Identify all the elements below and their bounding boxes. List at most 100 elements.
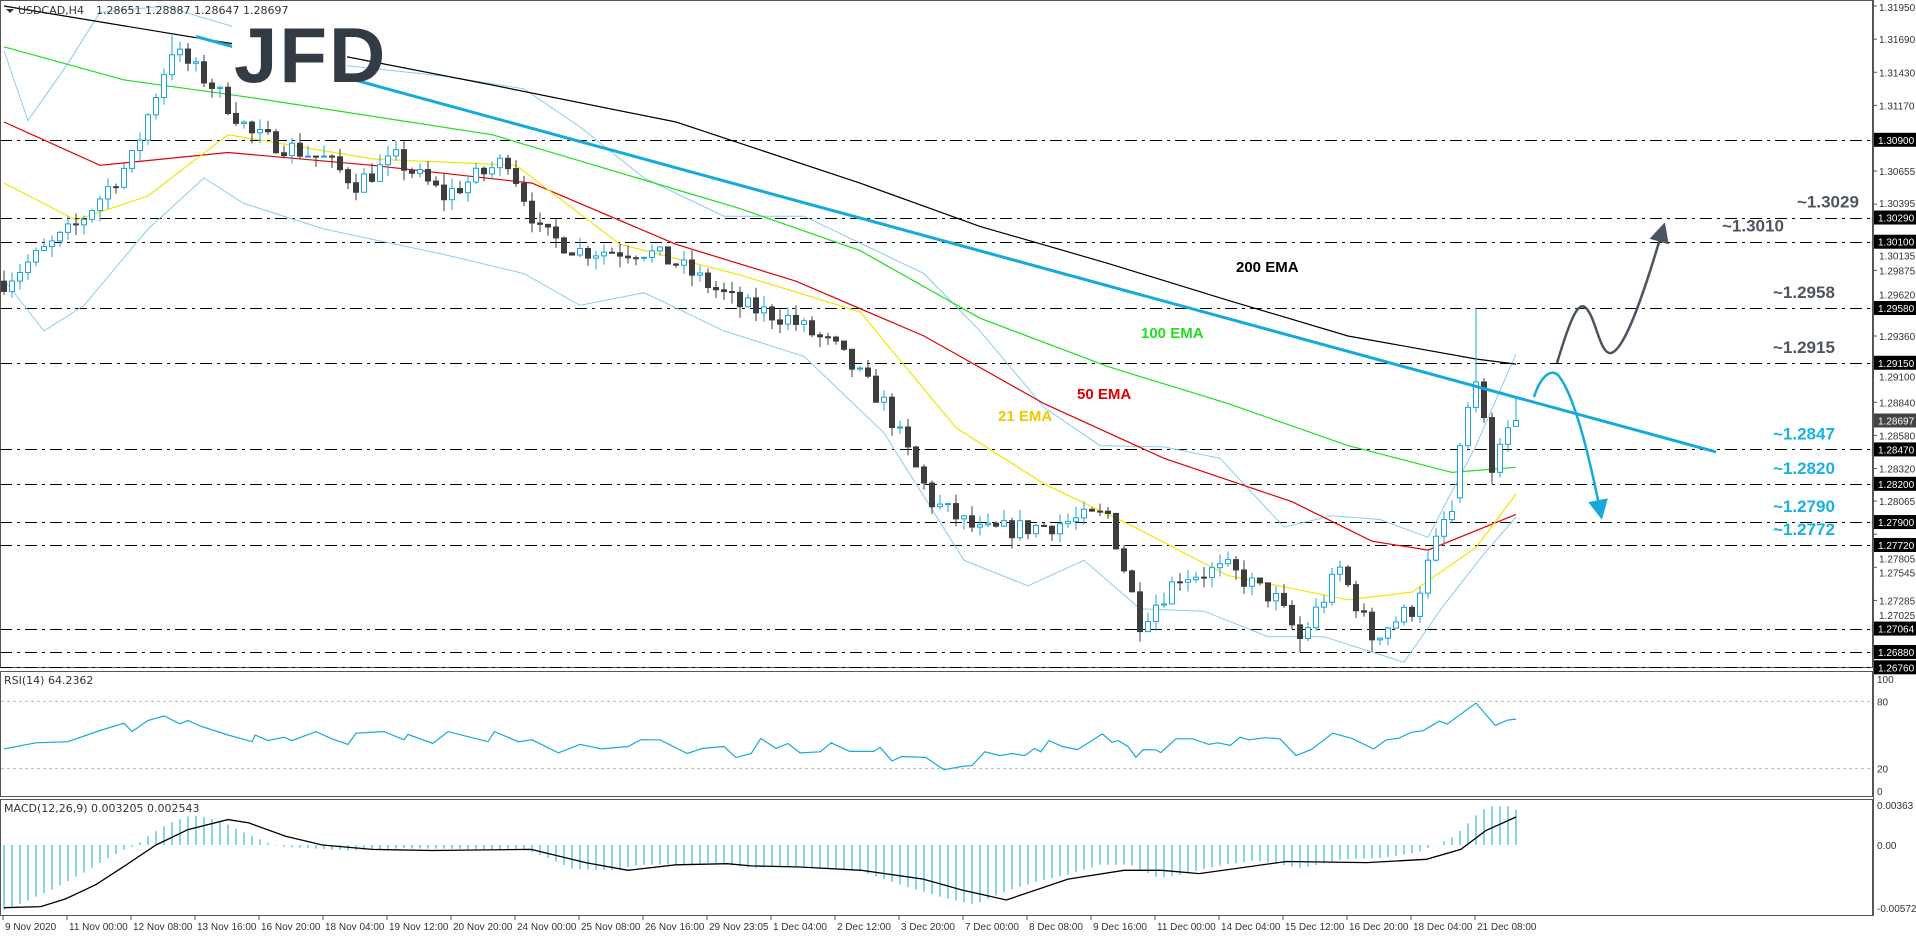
candle-body (1145, 621, 1151, 633)
candle-body (833, 336, 839, 342)
candle-body (81, 218, 87, 226)
candle-body (385, 155, 391, 166)
candle-body (1025, 520, 1031, 535)
candle-body (1401, 606, 1407, 623)
ema-line-200 (3, 5, 1517, 365)
candle (1233, 555, 1239, 580)
candle (1041, 522, 1047, 527)
candle (849, 348, 855, 378)
candle (417, 163, 423, 178)
candle-body (1121, 548, 1127, 572)
candle (1257, 577, 1263, 586)
candle-body (1097, 510, 1103, 513)
candle (937, 494, 943, 510)
candle-body (537, 222, 543, 225)
current-price-label: 1.28697 (1878, 416, 1915, 427)
candle (1217, 554, 1223, 577)
candle-body (1129, 570, 1135, 593)
candle (1113, 512, 1119, 550)
candle (737, 286, 743, 318)
candle (449, 178, 455, 211)
price-tick-label: 1.28840 (1879, 398, 1916, 409)
candle-body (1017, 520, 1023, 539)
ema-label: 50 EMA (1077, 386, 1131, 403)
candle (1513, 396, 1519, 427)
macd-label: MACD(12,26,9) 0.003205 0.002543 (4, 802, 200, 815)
candle-body (729, 291, 735, 294)
rsi-axis-label: 20 (1877, 765, 1889, 776)
candle (177, 41, 183, 63)
candle (665, 246, 671, 265)
candle-body (601, 251, 607, 257)
candle (745, 293, 751, 308)
candle (1281, 584, 1287, 608)
candle (545, 223, 551, 236)
time-label: 19 Nov 12:00 (389, 922, 449, 933)
candle-body (1049, 525, 1055, 535)
candle-body (241, 121, 247, 124)
candle-body (1169, 581, 1175, 605)
candle-body (425, 168, 431, 182)
candle (121, 163, 127, 190)
candle-body (49, 240, 55, 248)
candle-body (481, 167, 487, 175)
candle-body (993, 522, 999, 527)
level-price-box (1874, 476, 1916, 491)
candle (225, 82, 231, 116)
candle (1305, 621, 1311, 642)
time-label: 13 Nov 16:00 (197, 922, 257, 933)
macd-axis-label: 0.00 (1877, 841, 1897, 852)
candle-body (889, 396, 895, 428)
time-label: 18 Nov 04:00 (325, 922, 385, 933)
candle (713, 281, 719, 299)
candle-body (1449, 511, 1455, 521)
candle (1457, 443, 1463, 503)
candle (1249, 572, 1255, 596)
candle-body (289, 142, 295, 157)
candle (345, 167, 351, 190)
candle (329, 153, 335, 168)
bullish-scenario-arrow (1555, 222, 1669, 364)
candle-body (89, 210, 95, 220)
candle (1169, 576, 1175, 605)
ema-label: 21 EMA (998, 408, 1052, 425)
candle-body (105, 186, 111, 200)
ohlc-readout: 1.28651 1.28887 1.28647 1.28697 (96, 4, 288, 17)
candle (1401, 604, 1407, 626)
ema-label: 200 EMA (1236, 259, 1299, 276)
candle (689, 250, 695, 287)
candle-body (9, 280, 15, 292)
candle (1481, 378, 1487, 423)
candle (793, 305, 799, 331)
candle (1025, 520, 1031, 540)
candle (1417, 586, 1423, 624)
candle-body (1281, 592, 1287, 606)
candle-body (753, 297, 759, 314)
candle-body (489, 167, 495, 175)
ema-label: 100 EMA (1141, 325, 1204, 342)
candle-body (745, 297, 751, 308)
level-price-label: 1.27720 (1878, 541, 1915, 552)
candle-body (1241, 569, 1247, 587)
symbol-menu-icon[interactable] (6, 9, 14, 13)
candle (769, 304, 775, 330)
candle-body (913, 446, 919, 468)
candle-body (1153, 604, 1159, 623)
candle (1209, 561, 1215, 588)
candle-body (825, 336, 831, 339)
candle-body (201, 61, 207, 84)
time-label: 11 Dec 00:00 (1157, 922, 1216, 933)
candle (1105, 506, 1111, 520)
candle (289, 137, 295, 164)
level-price-label: 1.29580 (1878, 304, 1915, 315)
candle-body (1, 280, 7, 292)
candle-body (1393, 621, 1399, 629)
candle-body (113, 186, 119, 189)
candle-body (1321, 601, 1327, 608)
candle-body (169, 54, 175, 76)
candle-body (625, 255, 631, 259)
candle (313, 155, 319, 167)
candle (1313, 598, 1319, 632)
candle (641, 256, 647, 262)
